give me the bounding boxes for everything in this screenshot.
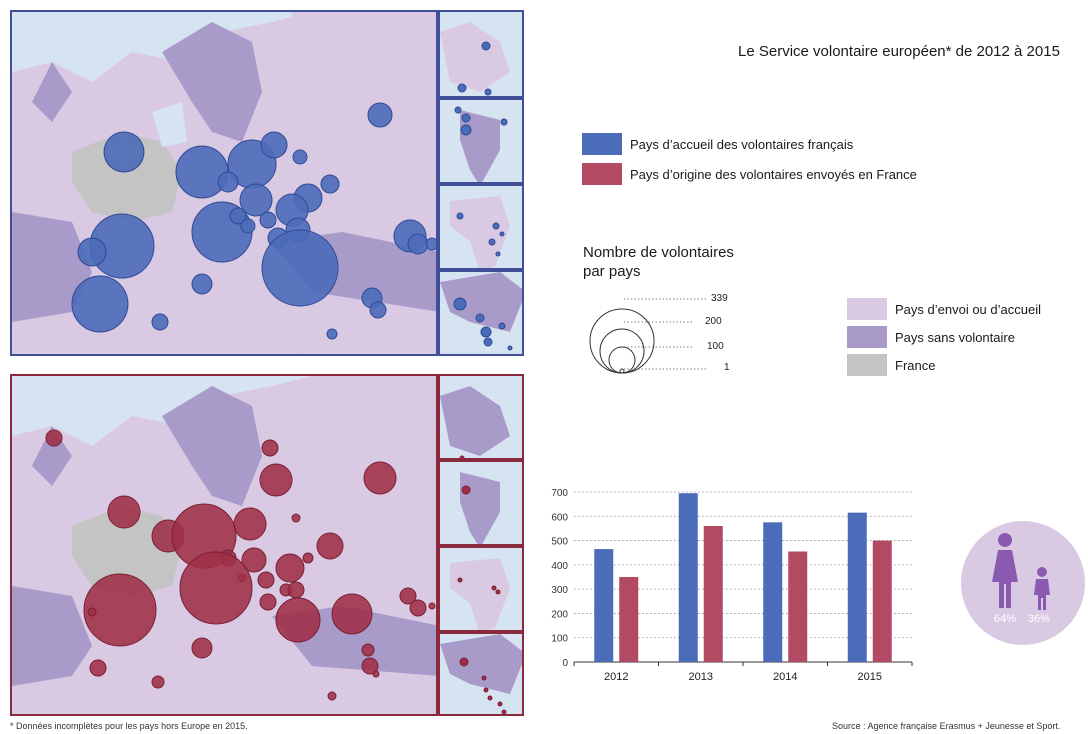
- bar-origine: [619, 577, 639, 662]
- x-tick-label: 2014: [773, 671, 797, 683]
- y-tick-label: 600: [551, 512, 568, 523]
- y-tick-label: 700: [551, 488, 568, 499]
- gender-circle: [961, 521, 1085, 645]
- inset-afrique-accueil: [438, 184, 524, 270]
- inset-amerique-sud-accueil: [438, 98, 524, 184]
- inset-amerique-nord-accueil: [438, 10, 524, 98]
- inset-asie-origine: [438, 632, 524, 716]
- legend-swatch-accueil: [582, 133, 622, 155]
- size-legend-heading-line1: Nombre de volontaires: [583, 244, 734, 261]
- area-label-sans: Pays sans volontaire: [895, 329, 1015, 345]
- x-tick-label: 2012: [604, 671, 628, 683]
- page-title: Le Service volontaire européen* de 2012 …: [738, 43, 1060, 60]
- area-legend-envoi: Pays d’envoi ou d’accueil: [847, 298, 1041, 320]
- bar-origine: [872, 540, 892, 662]
- y-tick-label: 200: [551, 609, 568, 620]
- female-icon: [992, 533, 1018, 608]
- bar-accueil: [847, 512, 867, 662]
- map-origine: [10, 374, 438, 716]
- area-swatch-sans: [847, 326, 887, 348]
- y-tick-label: 500: [551, 537, 568, 548]
- bar-accueil: [678, 493, 698, 662]
- inset-afrique-origine: [438, 546, 524, 632]
- female-percent: 64%: [994, 613, 1017, 625]
- y-tick-label: 100: [551, 634, 568, 645]
- male-percent: 36%: [1028, 613, 1051, 625]
- area-legend: Pays d’envoi ou d’accueil Pays sans volo…: [847, 298, 1041, 376]
- bar-origine: [703, 526, 723, 662]
- area-swatch-envoi: [847, 298, 887, 320]
- size-value-100: 100: [707, 341, 724, 352]
- bar-origine: [788, 551, 808, 662]
- size-legend-heading-line2: par pays: [583, 263, 641, 280]
- legend-item-origine: Pays d’origine des volontaires envoyés e…: [582, 163, 917, 185]
- inset-amerique-nord-origine: [438, 374, 524, 460]
- bar-accueil: [763, 522, 783, 662]
- size-value-339: 339: [711, 293, 728, 304]
- inset-amerique-sud-origine: [438, 460, 524, 546]
- y-tick-label: 300: [551, 585, 568, 596]
- size-legend-circles: [589, 298, 706, 374]
- area-label-envoi: Pays d’envoi ou d’accueil: [895, 301, 1041, 317]
- size-value-1: 1: [724, 362, 730, 373]
- size-legend-heading: Nombre de volontaires par pays: [583, 243, 734, 281]
- area-legend-france: France: [847, 354, 1041, 376]
- legend-swatch-origine: [582, 163, 622, 185]
- y-tick-label: 0: [562, 658, 568, 669]
- x-tick-label: 2015: [858, 671, 882, 683]
- legend-label-origine: Pays d’origine des volontaires envoyés e…: [630, 166, 917, 182]
- area-legend-sans: Pays sans volontaire: [847, 326, 1041, 348]
- inset-asie-accueil: [438, 270, 524, 356]
- x-tick-label: 2013: [689, 671, 713, 683]
- footnote: * Données incomplètes pour les pays hors…: [10, 721, 248, 731]
- male-icon: [1034, 567, 1050, 610]
- source: Source : Agence française Erasmus + Jeun…: [832, 721, 1061, 731]
- legend-label-accueil: Pays d’accueil des volontaires français: [630, 136, 854, 152]
- map-accueil: [10, 10, 438, 356]
- legend-item-accueil: Pays d’accueil des volontaires français: [582, 133, 917, 155]
- area-swatch-france: [847, 354, 887, 376]
- y-tick-label: 400: [551, 561, 568, 572]
- bar-chart: 0 100 200 300 400 500 600 700 2012 2013 2014 2015: [551, 488, 913, 683]
- series-legend: Pays d’accueil des volontaires français …: [582, 133, 917, 185]
- size-value-200: 200: [705, 316, 722, 327]
- area-label-france: France: [895, 357, 936, 373]
- bar-accueil: [594, 549, 614, 662]
